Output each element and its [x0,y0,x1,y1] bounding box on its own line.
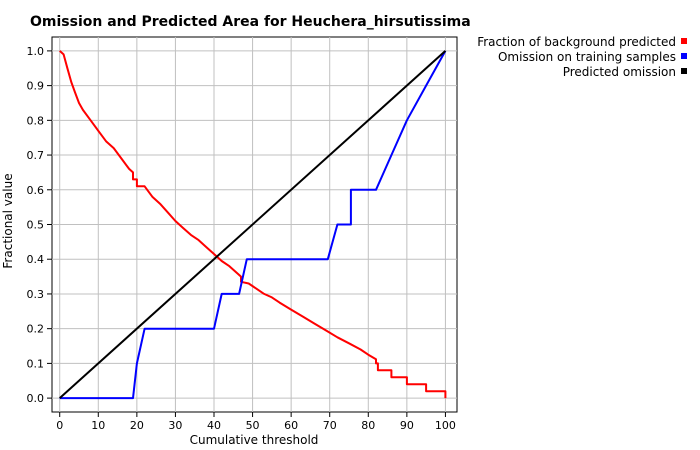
y-tick-label: 0.9 [27,80,45,93]
y-tick-label: 0.2 [27,323,45,336]
x-tick-label: 100 [435,419,456,432]
series-line-omission-on-training-samples [59,50,447,400]
axis-ticks: 0 10 20 30 40 50 60 70 80 90 100 0.0 0.1 0.2 0.3 0.4 0.5… [27,45,456,432]
x-tick-label: 40 [207,419,221,432]
x-tick-label: 0 [56,419,63,432]
y-tick-label: 0.4 [27,253,45,266]
x-tick-label: 50 [246,419,260,432]
y-tick-label: 0.3 [27,288,45,301]
x-tick-label: 70 [323,419,337,432]
legend-label-fraction-of-background-predicted: Fraction of background predicted [477,35,676,49]
series-line-fraction-of-background-predicted [59,50,447,399]
x-tick-label: 60 [284,419,298,432]
y-axis-label: Fractional value [1,173,15,268]
series-lines [59,50,447,400]
x-tick-label: 80 [361,419,375,432]
y-tick-label: 0.5 [27,219,45,232]
chart-title: Omission and Predicted Area for Heuchera… [30,14,471,30]
legend-swatch-predicted-omission [681,68,687,74]
x-tick-label: 20 [130,419,144,432]
y-tick-label: 0.0 [27,392,45,405]
y-tick-label: 1.0 [27,45,45,58]
legend-label-predicted-omission: Predicted omission [563,65,676,79]
y-tick-label: 0.8 [27,114,45,127]
y-tick-label: 0.1 [27,357,45,370]
x-tick-label: 90 [400,419,414,432]
y-tick-label: 0.7 [27,149,45,162]
series-line-predicted-omission [59,50,447,399]
y-tick-label: 0.6 [27,184,45,197]
legend-swatch-fraction-of-background-predicted [681,38,687,44]
x-tick-label: 10 [91,419,105,432]
legend-swatch-omission-on-training-samples [681,53,687,59]
legend-label-omission-on-training-samples: Omission on training samples [498,50,676,64]
x-axis-label: Cumulative threshold [190,433,319,447]
x-tick-label: 30 [168,419,182,432]
legend: Fraction of background predictedOmission… [477,35,687,79]
